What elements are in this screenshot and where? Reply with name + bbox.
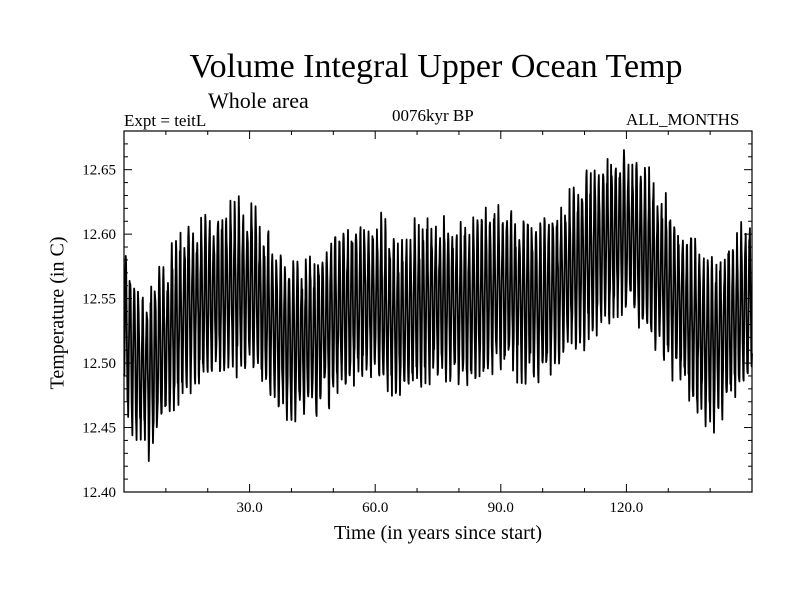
y-tick-label: 12.40	[82, 485, 116, 501]
y-axis-label: Temperature (in C)	[46, 236, 69, 390]
x-tick-label: 30.0	[236, 500, 262, 516]
x-tick-label: 120.0	[610, 500, 644, 516]
x-axis-label: Time (in years since start)	[333, 522, 543, 544]
y-tick-label: 12.55	[82, 292, 116, 308]
y-tick-label: 12.65	[82, 163, 116, 179]
period-label: 0076kyr BP	[392, 106, 474, 125]
y-tick-label: 12.45	[82, 421, 116, 437]
temperature-series-line	[123, 149, 753, 462]
chart-title: Volume Integral Upper Ocean Temp	[189, 48, 683, 85]
experiment-label: Expt = teitL	[124, 111, 207, 130]
months-label: ALL_MONTHS	[626, 110, 740, 129]
x-tick-label: 90.0	[488, 500, 514, 516]
chart-subtitle: Whole area	[208, 88, 309, 113]
y-tick-label: 12.50	[82, 356, 116, 372]
x-tick-label: 60.0	[362, 500, 388, 516]
y-tick-label: 12.60	[82, 227, 116, 243]
